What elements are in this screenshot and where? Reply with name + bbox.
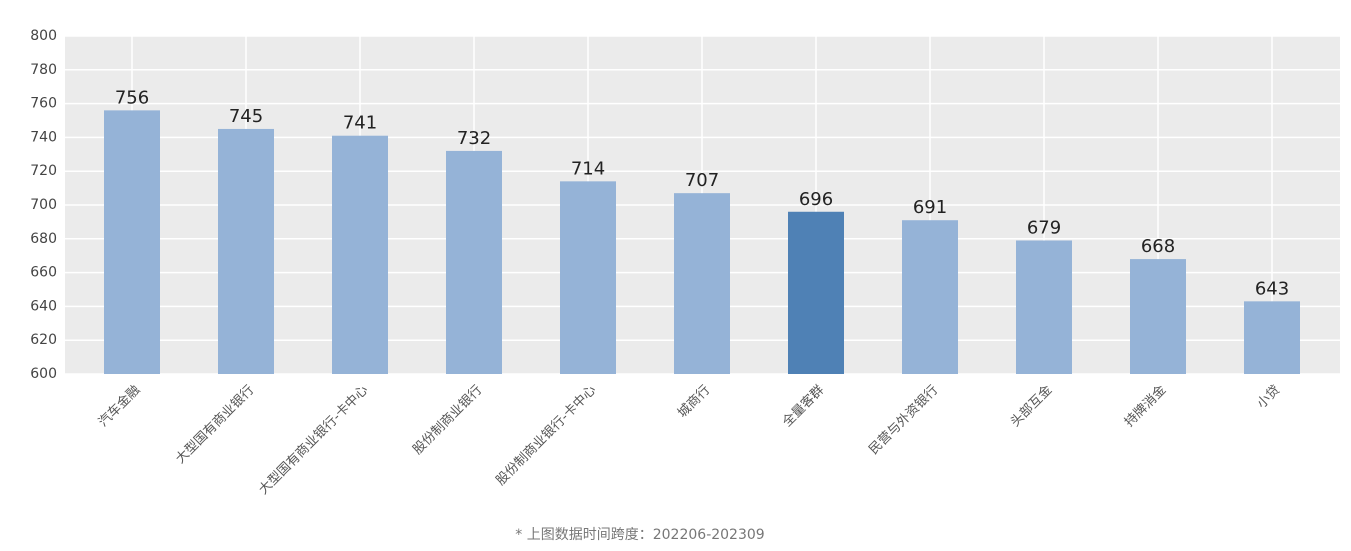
bar [1244,301,1300,374]
value-label: 696 [799,189,833,210]
value-label: 643 [1255,278,1289,299]
x-tick-label: 股份制商业银行-卡中心 [493,383,599,489]
x-tick-label: 头部互金 [1007,382,1055,430]
y-tick-label: 800 [30,28,57,44]
bar [104,110,160,375]
bar [332,135,388,374]
x-tick-label: 大型国有商业银行-卡中心 [256,383,371,498]
bar [1130,259,1186,374]
bar [218,128,274,374]
x-tick-label: 全量客群 [779,382,827,430]
x-tick-label: 持牌消金 [1121,382,1169,430]
value-label: 668 [1141,236,1175,257]
value-label: 679 [1027,217,1061,238]
x-tick-label: 汽车金融 [95,382,143,430]
y-tick-label: 680 [30,231,57,247]
value-label: 714 [571,158,605,179]
y-tick-label: 740 [30,129,57,145]
value-label: 745 [229,106,263,127]
bar [560,181,616,374]
y-tick-label: 700 [30,197,57,213]
value-label: 732 [457,128,491,149]
x-tick-label: 城商行 [675,383,713,421]
value-label: 741 [343,113,377,134]
y-tick-label: 620 [30,332,57,348]
y-tick-label: 760 [30,96,57,112]
bar [674,193,730,374]
x-tick-label: 股份制商业银行 [410,383,485,458]
x-tick-label: 小贷 [1254,383,1283,412]
value-label: 707 [685,170,719,191]
footnote: * 上图数据时间跨度：202206-202309 [515,527,764,543]
y-tick-label: 720 [30,163,57,179]
bar [788,211,844,374]
y-tick-label: 780 [30,62,57,78]
x-tick-label: 大型国有商业银行 [173,383,257,467]
bar [446,150,502,374]
y-tick-label: 640 [30,298,57,314]
bar [902,220,958,374]
y-tick-label: 600 [30,366,57,382]
bar [1016,240,1072,374]
y-tick-label: 660 [30,265,57,281]
x-tick-label: 民营与外资银行 [866,383,941,458]
value-label: 756 [115,87,149,108]
value-label: 691 [913,197,947,218]
